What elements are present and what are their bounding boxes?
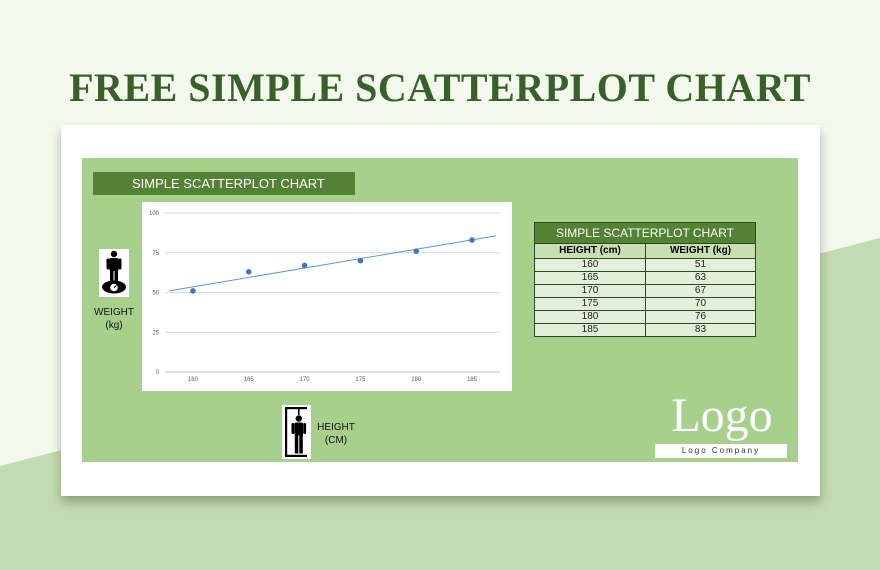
data-point	[469, 237, 475, 243]
table-header-weight: WEIGHT (kg)	[644, 243, 757, 259]
chart-card: SIMPLE SCATTERPLOT CHART WEIGHT (kg) 0 25…	[61, 125, 820, 496]
table-cell-height: 160	[534, 258, 646, 272]
x-axis-label-line1: HEIGHT	[317, 422, 355, 433]
table-cell-weight: 76	[644, 310, 757, 324]
table-row: 165 63	[534, 271, 757, 285]
chart-panel: SIMPLE SCATTERPLOT CHART WEIGHT (kg) 0 25…	[82, 158, 798, 462]
y-tick-label: 75	[152, 251, 159, 257]
x-tick-label: 175	[355, 377, 366, 383]
data-point	[301, 262, 308, 269]
table-row: 175 70	[534, 297, 757, 311]
x-axis-label: HEIGHT (CM)	[314, 421, 358, 447]
x-tick-label: 180	[411, 377, 422, 383]
table-cell-weight: 70	[644, 297, 757, 311]
x-tick-label: 185	[467, 377, 478, 383]
y-axis-label: WEIGHT (kg)	[92, 306, 136, 332]
table-cell-weight: 51	[644, 258, 757, 272]
data-point	[245, 269, 252, 275]
data-point	[413, 248, 420, 254]
data-point	[357, 257, 364, 264]
table-cell-height: 175	[534, 297, 646, 311]
x-tick-label: 160	[188, 377, 199, 383]
x-tick-label: 170	[300, 377, 311, 383]
table-title: SIMPLE SCATTERPLOT CHART	[534, 222, 756, 244]
page-title: FREE SIMPLE SCATTERPLOT CHART	[69, 65, 811, 110]
x-axis-label-line2: (CM)	[324, 435, 348, 446]
table-row: 180 76	[534, 310, 757, 324]
y-tick-label: 50	[152, 291, 159, 297]
data-point	[190, 288, 196, 294]
table-cell-height: 180	[534, 310, 646, 324]
person-on-scale-icon	[99, 249, 129, 297]
x-tick-label: 165	[244, 377, 255, 383]
table-row: 160 51	[534, 258, 757, 272]
table-cell-weight: 67	[644, 284, 757, 298]
logo: Logo	[671, 389, 773, 442]
table-cell-weight: 83	[644, 323, 757, 337]
y-tick-label: 0	[156, 370, 160, 376]
table-cell-height: 185	[534, 323, 646, 337]
panel-header: SIMPLE SCATTERPLOT CHART	[93, 172, 355, 195]
y-tick-label: 100	[149, 211, 160, 217]
trendline	[168, 235, 497, 292]
table-row: 185 83	[534, 323, 757, 337]
table-header-height: HEIGHT (cm)	[534, 243, 646, 259]
logo-company: Logo Company	[655, 444, 787, 458]
height-measure-icon	[282, 405, 311, 459]
table-row: 170 67	[534, 284, 757, 298]
scatter-chart: 0 25 50 75 100 160 165 170 175 180 185	[142, 202, 512, 391]
table-cell-weight: 63	[644, 271, 757, 285]
table-cell-height: 170	[534, 284, 646, 298]
y-axis-label-line1: WEIGHT	[94, 307, 134, 318]
data-table: SIMPLE SCATTERPLOT CHART HEIGHT (cm) WEI…	[534, 222, 757, 337]
y-axis-label-line2: (kg)	[105, 320, 123, 331]
y-tick-label: 25	[152, 330, 159, 336]
table-cell-height: 165	[534, 271, 646, 285]
